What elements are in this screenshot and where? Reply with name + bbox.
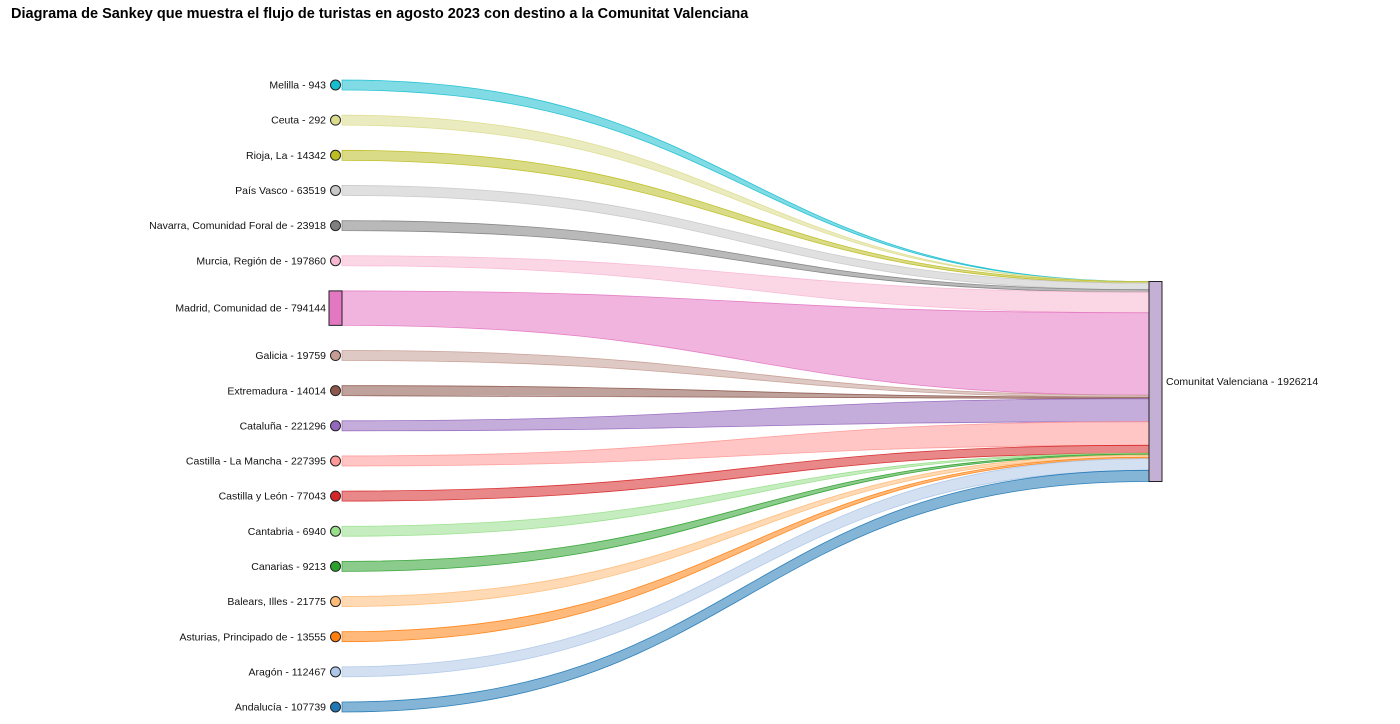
node-navarra-comunidad-foral-de xyxy=(330,220,341,232)
node-andalucia xyxy=(330,701,341,713)
sankey-links xyxy=(341,79,1150,713)
node-extremadura xyxy=(330,385,341,397)
node-melilla xyxy=(330,79,341,91)
label-extremadura: Extremadura - 14014 xyxy=(227,385,326,397)
sankey-labels: Melilla - 943 Ceuta - 292 Rioja, La - 1434… xyxy=(149,80,1318,714)
node-madrid-comunidad-de xyxy=(328,290,343,326)
label-cataluna: Cataluña - 221296 xyxy=(240,420,327,432)
label-asturias-principado-de: Asturias, Principado de - 13555 xyxy=(179,631,326,643)
node-balears-illes xyxy=(330,596,341,608)
link-andalucia xyxy=(341,469,1150,713)
label-murcia-region-de: Murcia, Región de - 197860 xyxy=(196,255,326,267)
node-asturias-principado-de xyxy=(330,631,341,643)
node-castilla-la-mancha xyxy=(330,455,341,467)
label-aragon: Aragón - 112467 xyxy=(249,666,327,678)
label-melilla: Melilla - 943 xyxy=(269,80,326,92)
node-canarias xyxy=(330,560,341,572)
node-cataluna xyxy=(330,420,341,432)
label-madrid-comunidad-de: Madrid, Comunidad de - 794144 xyxy=(175,303,326,315)
label-balears-illes: Balears, Illes - 21775 xyxy=(227,596,326,608)
label-canarias: Canarias - 9213 xyxy=(251,561,326,573)
node-murcia-region-de xyxy=(330,255,341,267)
node-comunitat-valenciana xyxy=(1148,281,1163,482)
label-ceuta: Ceuta - 292 xyxy=(271,115,326,127)
label-rioja-la: Rioja, La - 14342 xyxy=(246,150,326,162)
node-galicia xyxy=(330,350,341,362)
label-castilla-y-leon: Castilla y León - 77043 xyxy=(219,491,327,503)
node-aragon xyxy=(330,666,341,678)
node-castilla-y-leon xyxy=(330,490,341,502)
node-cantabria xyxy=(330,525,341,537)
link-melilla xyxy=(341,79,1150,282)
node-rioja-la xyxy=(330,149,341,161)
label-andalucia: Andalucía - 107739 xyxy=(235,702,326,714)
label-comunitat-valenciana: Comunitat Valenciana - 1926214 xyxy=(1166,376,1318,388)
label-castilla-la-mancha: Castilla - La Mancha - 227395 xyxy=(186,456,326,468)
label-navarra-comunidad-foral-de: Navarra, Comunidad Foral de - 23918 xyxy=(149,220,326,232)
node-ceuta xyxy=(330,114,341,126)
sankey-nodes xyxy=(328,79,1163,713)
label-pais-vasco: País Vasco - 63519 xyxy=(235,185,326,197)
node-pais-vasco xyxy=(330,184,341,196)
chart-title: Diagrama de Sankey que muestra el flujo … xyxy=(11,6,749,22)
label-galicia: Galicia - 19759 xyxy=(255,350,326,362)
label-cantabria: Cantabria - 6940 xyxy=(248,526,326,538)
